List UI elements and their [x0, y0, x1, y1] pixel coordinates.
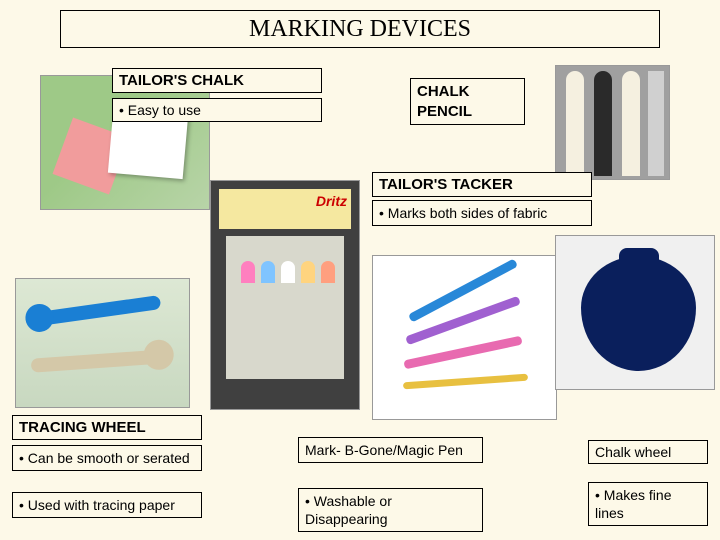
tracing-wheel-desc2: • Used with tracing paper [12, 492, 202, 518]
chalk-wheel-label: Chalk wheel [588, 440, 708, 464]
chalk-wheel-image [555, 235, 715, 390]
tailors-tacker-desc: • Marks both sides of fabric [372, 200, 592, 226]
tailors-chalk-label: TAILOR'S CHALK [112, 68, 322, 93]
tailors-chalk-desc: • Easy to use [112, 98, 322, 122]
tracing-wheel-desc1: • Can be smooth or serated [12, 445, 202, 471]
page-title: MARKING DEVICES [60, 10, 660, 48]
chalk-pencil-image [555, 65, 670, 180]
tailors-chalk-image [40, 75, 210, 210]
brand-text: Dritz [316, 193, 347, 209]
pens-desc: • Washable or Disappearing [298, 488, 483, 532]
chalk-pencil-label: CHALK PENCIL [410, 78, 525, 125]
marking-pens-image [372, 255, 557, 420]
tailors-tacker-image: Dritz [210, 180, 360, 410]
tracing-wheel-label: TRACING WHEEL [12, 415, 202, 440]
tracing-wheel-image [15, 278, 190, 408]
chalk-wheel-desc: • Makes fine lines [588, 482, 708, 526]
tailors-tacker-label: TAILOR'S TACKER [372, 172, 592, 197]
pens-label: Mark- B-Gone/Magic Pen [298, 437, 483, 463]
